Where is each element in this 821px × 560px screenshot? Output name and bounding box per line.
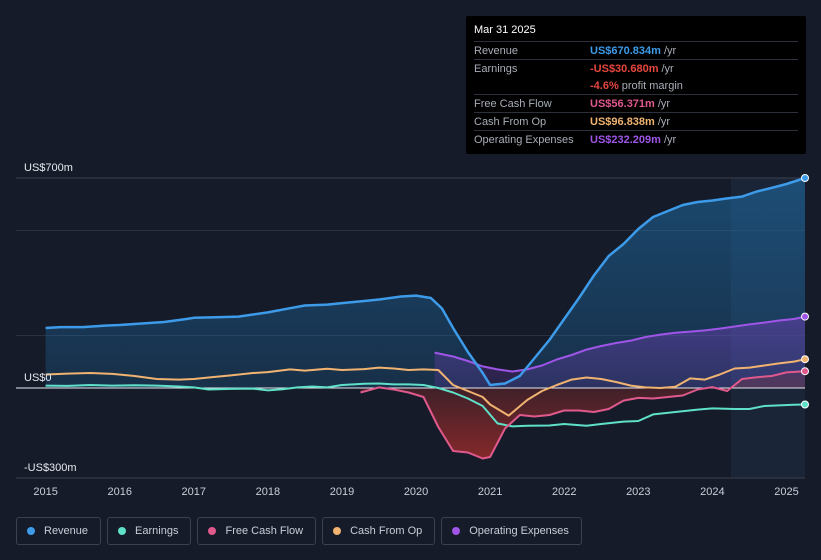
- legend-item-free-cash-flow[interactable]: Free Cash Flow: [197, 517, 317, 545]
- tooltip-value: US$56.371m: [590, 97, 655, 110]
- tooltip-unit: profit margin: [621, 79, 683, 92]
- tooltip-value: US$96.838m: [590, 115, 655, 128]
- x-tick-label: 2020: [404, 486, 428, 498]
- operating-expenses-line: [434, 315, 806, 373]
- legend-dot-icon: [118, 527, 127, 535]
- earnings-line: [45, 382, 806, 428]
- free-cash-flow-end-point: [801, 367, 809, 376]
- tooltip-label: Cash From Op: [474, 115, 547, 128]
- x-tick-label: 2015: [33, 486, 57, 498]
- tooltip-unit: /yr: [663, 133, 677, 146]
- x-tick-label: 2016: [107, 486, 131, 498]
- operating-expenses-end-point: [801, 312, 809, 321]
- cash-from-op-end-point: [801, 355, 809, 364]
- free-cash-flow-line: [360, 370, 806, 460]
- x-tick-label: 2023: [626, 486, 650, 498]
- legend-label: Earnings: [135, 525, 179, 537]
- tooltip-unit: /yr: [661, 62, 674, 75]
- legend: Revenue Earnings Free Cash Flow Cash Fro…: [16, 517, 588, 545]
- tooltip-row-operating-expenses: Operating Expenses US$232.209m /yr: [474, 130, 798, 148]
- y-tick-label: US$700m: [24, 162, 73, 174]
- legend-label: Free Cash Flow: [225, 525, 304, 537]
- x-tick-label: 2019: [330, 486, 354, 498]
- legend-dot-icon: [333, 527, 342, 535]
- x-tick-label: 2022: [552, 486, 576, 498]
- legend-dot-icon: [208, 527, 217, 535]
- legend-dot-icon: [27, 527, 35, 535]
- tooltip-unit: /yr: [657, 115, 671, 128]
- legend-item-cash-from-op[interactable]: Cash From Op: [322, 517, 436, 545]
- x-tick-label: 2017: [182, 486, 206, 498]
- tooltip-row-earnings: Earnings -US$30.680m /yr: [474, 59, 798, 77]
- tooltip-label: Operating Expenses: [474, 133, 574, 146]
- legend-item-earnings[interactable]: Earnings: [107, 517, 192, 545]
- tooltip-label: Earnings: [474, 62, 518, 75]
- tooltip-value: -4.6%: [590, 79, 619, 92]
- legend-item-operating-expenses[interactable]: Operating Expenses: [441, 517, 582, 545]
- tooltip-value: -US$30.680m: [590, 62, 659, 75]
- x-tick-label: 2024: [700, 486, 724, 498]
- legend-label: Revenue: [44, 525, 89, 537]
- tooltip-value: US$232.209m: [590, 133, 661, 146]
- tooltip-unit: /yr: [657, 97, 671, 110]
- tooltip-label: Revenue: [474, 44, 519, 57]
- x-tick-label: 2018: [256, 486, 280, 498]
- tooltip-label: Free Cash Flow: [474, 97, 552, 110]
- tooltip-row-free-cash-flow: Free Cash Flow US$56.371m /yr: [474, 94, 798, 112]
- revenue-line: [45, 176, 806, 387]
- revenue-end-point: [801, 174, 809, 182]
- cash-from-op-line: [45, 358, 806, 417]
- legend-label: Cash From Op: [350, 525, 423, 537]
- legend-label: Operating Expenses: [469, 525, 569, 537]
- y-tick-label: -US$300m: [24, 462, 77, 474]
- earnings-end-point: [801, 400, 809, 409]
- tooltip-unit: /yr: [663, 44, 677, 57]
- tooltip-date: Mar 31 2025: [474, 24, 536, 36]
- x-tick-label: 2021: [478, 486, 502, 498]
- tooltip-row-profit-margin: -4.6% profit margin: [474, 77, 798, 94]
- tooltip-value: US$670.834m: [590, 44, 661, 57]
- tooltip-row-cash-from-op: Cash From Op US$96.838m /yr: [474, 112, 798, 130]
- legend-item-revenue[interactable]: Revenue: [16, 517, 102, 545]
- tooltip-row-revenue: Revenue US$670.834m /yr: [474, 41, 798, 59]
- x-tick-label: 2025: [774, 486, 798, 498]
- revenue-area: [45, 178, 806, 388]
- y-tick-label: US$0: [24, 372, 52, 384]
- tooltip: Mar 31 2025 Revenue US$670.834m /yr Earn…: [466, 16, 806, 154]
- legend-dot-icon: [452, 527, 461, 535]
